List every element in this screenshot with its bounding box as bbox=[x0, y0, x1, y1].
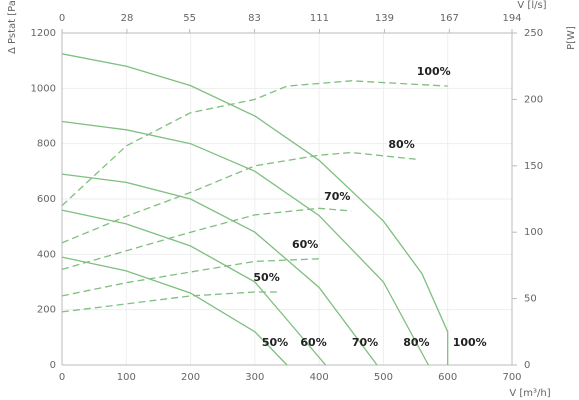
curve-label: 60% bbox=[300, 336, 326, 349]
curve-label: 70% bbox=[352, 336, 378, 349]
x2-tick-label: 55 bbox=[183, 13, 196, 24]
curve-label: 60% bbox=[292, 238, 318, 251]
y2-tick-label: 50 bbox=[524, 294, 537, 305]
x2-tick-label: 83 bbox=[248, 13, 261, 24]
y-tick-label: 800 bbox=[37, 139, 56, 150]
y-tick-label: 1000 bbox=[31, 83, 56, 94]
pressure-curve bbox=[61, 256, 288, 366]
y2-tick-label: 200 bbox=[524, 94, 543, 105]
curve-label: 50% bbox=[253, 271, 279, 284]
y-tick-label: 400 bbox=[37, 249, 56, 260]
x2-tick-label: 28 bbox=[121, 13, 134, 24]
power-curve bbox=[61, 151, 416, 244]
x-tick-label: 100 bbox=[117, 372, 136, 383]
x-axis-label: V [m³/h] bbox=[509, 388, 550, 399]
y2-axis-label: P[W] bbox=[566, 26, 577, 50]
power-curve bbox=[61, 291, 281, 313]
y2-tick-label: 150 bbox=[524, 161, 543, 172]
curve-label: 80% bbox=[388, 138, 414, 151]
curve-label: 80% bbox=[403, 336, 429, 349]
curve-label: 100% bbox=[417, 65, 451, 78]
pressure-curve bbox=[61, 209, 327, 366]
x-tick-label: 700 bbox=[502, 372, 521, 383]
y-tick-label: 200 bbox=[37, 305, 56, 316]
pressure-curve bbox=[61, 53, 449, 365]
y2-tick-label: 100 bbox=[524, 227, 543, 238]
x2-tick-label: 167 bbox=[440, 13, 459, 24]
y-tick-label: 1200 bbox=[31, 28, 56, 39]
pressure-curve bbox=[61, 120, 429, 366]
x2-axis-label: V [l/s] bbox=[517, 0, 546, 11]
x2-tick-label: 139 bbox=[375, 13, 394, 24]
curve-label: 70% bbox=[324, 190, 350, 203]
y2-tick-label: 0 bbox=[524, 360, 530, 371]
x-tick-label: 300 bbox=[245, 372, 264, 383]
power-curve bbox=[61, 207, 352, 271]
x2-tick-label: 111 bbox=[310, 13, 329, 24]
x-tick-label: 500 bbox=[374, 372, 393, 383]
y-tick-label: 0 bbox=[50, 360, 56, 371]
pressure-curve bbox=[61, 173, 378, 366]
curve-label: 100% bbox=[453, 336, 487, 349]
x2-tick-label: 194 bbox=[502, 13, 521, 24]
x-tick-label: 200 bbox=[181, 372, 200, 383]
x-tick-label: 400 bbox=[310, 372, 329, 383]
power-curve bbox=[61, 80, 448, 207]
curve-label: 50% bbox=[262, 336, 288, 349]
y-axis-label: Δ Pstat [Pa] bbox=[7, 0, 18, 54]
x2-tick-label: 0 bbox=[59, 13, 65, 24]
x-tick-label: 0 bbox=[59, 372, 65, 383]
x-tick-label: 600 bbox=[438, 372, 457, 383]
y-tick-label: 600 bbox=[37, 194, 56, 205]
y2-tick-label: 250 bbox=[524, 28, 543, 39]
